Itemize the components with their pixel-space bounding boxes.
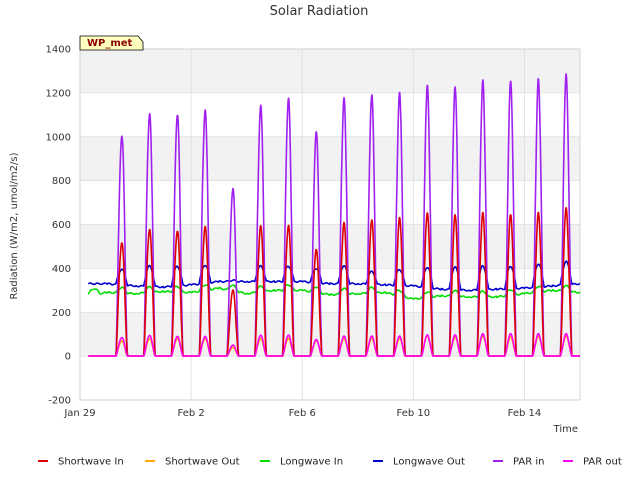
x-tick-labels: Jan 29 Feb 2 Feb 6 Feb 10 Feb 14 (63, 408, 541, 419)
legend-label: Shortwave In (58, 457, 124, 468)
grid-lines (79, 48, 581, 401)
chart-title: Solar Radiation (270, 4, 369, 19)
y-tick-label: 1000 (46, 132, 71, 143)
x-tick-label: Jan 29 (63, 408, 95, 419)
legend-label: PAR in (513, 457, 544, 468)
plot-band (80, 49, 580, 93)
legend-item: PAR out (563, 457, 622, 468)
legend-item: Longwave In (260, 457, 343, 468)
plot-border (79, 48, 581, 401)
site-label-box: WP_met (79, 35, 144, 51)
legend-item: Longwave Out (373, 457, 465, 468)
y-tick-label: -200 (48, 396, 71, 407)
legend-label: Shortwave Out (165, 457, 240, 468)
y-axis-label: Radiation (W/m2, umol/m2/s) (9, 152, 20, 299)
x-tick-label: Feb 10 (397, 408, 431, 419)
x-axis-label: Time (553, 424, 578, 435)
y-tick-label: 0 (65, 352, 71, 363)
x-tick-label: Feb 6 (289, 408, 316, 419)
x-tick-label: Feb 2 (177, 408, 204, 419)
y-tick-label: 1400 (46, 45, 71, 56)
y-tick-label: 600 (52, 220, 71, 231)
legend-label: Longwave Out (393, 457, 465, 468)
y-tick-label: 200 (52, 308, 71, 319)
y-tick-label: 1200 (46, 88, 71, 99)
legend: Shortwave In Shortwave Out Longwave In Long… (38, 457, 622, 468)
series-line-longwave-out (88, 260, 581, 292)
legend-item: Shortwave In (38, 457, 124, 468)
site-label: WP_met (87, 38, 133, 49)
legend-label: Longwave In (280, 457, 343, 468)
series-layer (87, 73, 581, 357)
series-line-par-out (87, 332, 581, 357)
y-tick-label: 400 (52, 264, 71, 275)
legend-item: PAR in (493, 457, 544, 468)
plot-band (80, 136, 580, 181)
series-line-longwave-in (87, 284, 581, 300)
plot-band (80, 224, 580, 269)
y-tick-labels: -200 0 200 400 600 800 1000 1200 1400 (46, 45, 71, 407)
legend-item: Shortwave Out (145, 457, 240, 468)
x-tick-label: Feb 14 (508, 408, 542, 419)
y-tick-label: 800 (52, 176, 71, 187)
plot-band (80, 312, 580, 357)
legend-label: PAR out (583, 457, 622, 468)
